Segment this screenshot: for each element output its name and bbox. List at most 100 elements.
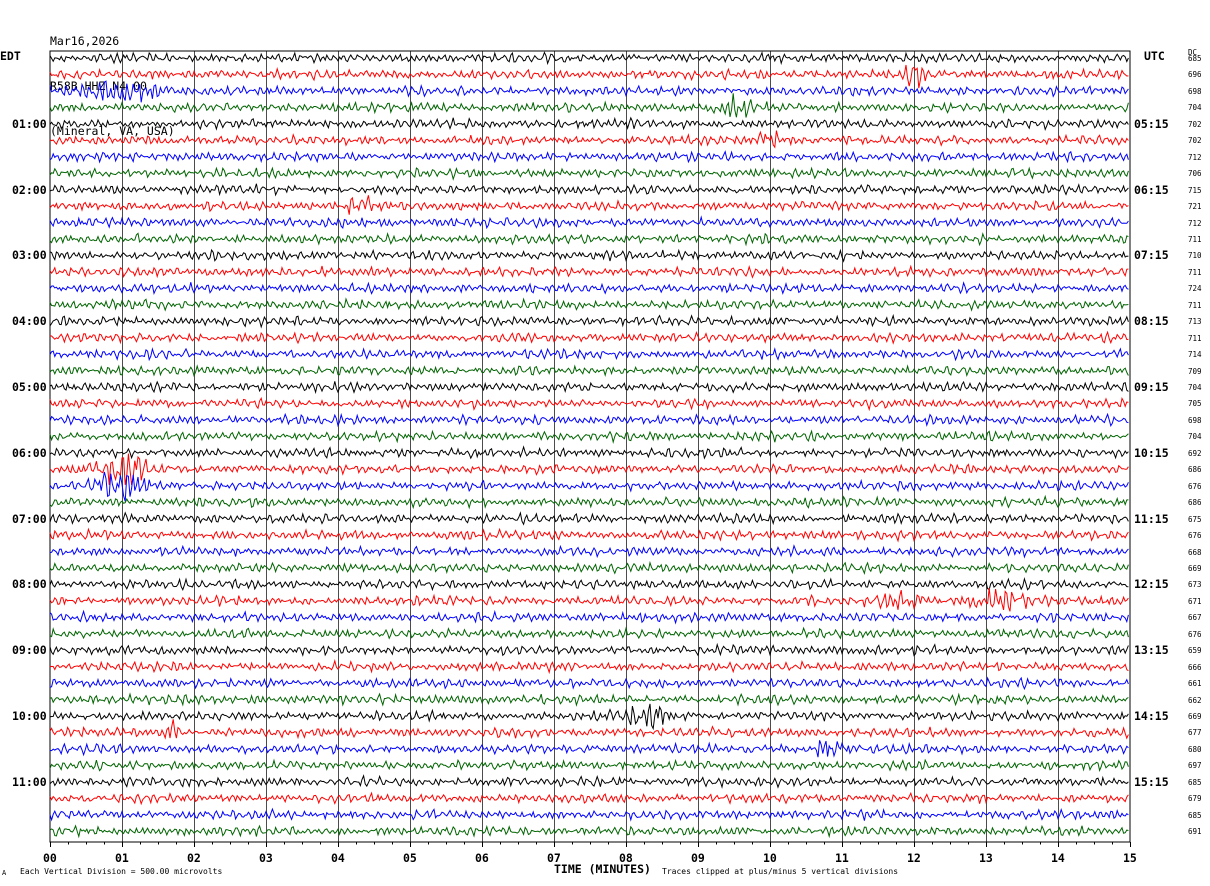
footer-mark: A <box>2 869 7 877</box>
seismic-trace-row-30 <box>49 527 1129 543</box>
dc-offset-value: 697 <box>1188 761 1202 771</box>
x-tick-label: 15 <box>1123 851 1137 865</box>
left-hour-label: 02:00 <box>12 182 47 197</box>
seismic-trace-row-20 <box>49 364 1129 378</box>
dc-offset-value: 667 <box>1188 613 1202 623</box>
x-tick-label: 13 <box>979 851 993 865</box>
dc-offset-value: 680 <box>1188 744 1202 754</box>
dc-offset-value: 698 <box>1188 86 1202 96</box>
left-hour-label: 01:00 <box>12 116 47 131</box>
seismic-trace-row-23 <box>49 412 1129 428</box>
right-hour-label: 15:15 <box>1134 774 1169 789</box>
seismic-trace-row-10 <box>49 195 1129 215</box>
dc-offset-value: 704 <box>1188 432 1202 442</box>
left-timezone-label: EDT <box>0 49 21 63</box>
dc-offset-value: 677 <box>1188 728 1202 738</box>
seismic-trace-row-2 <box>49 64 1129 89</box>
left-hour-label: 11:00 <box>12 774 47 789</box>
dc-offset-value: 696 <box>1188 70 1202 80</box>
dc-offset-value: 669 <box>1188 563 1202 573</box>
left-hour-label: 07:00 <box>12 511 47 526</box>
dc-offset-value: 704 <box>1188 103 1202 113</box>
dc-offset-value: 705 <box>1188 399 1202 409</box>
left-hour-label: 04:00 <box>12 314 47 329</box>
left-hour-label: 03:00 <box>12 248 47 263</box>
seismic-trace-row-39 <box>49 676 1129 691</box>
seismic-trace-row-37 <box>49 642 1129 657</box>
dc-offset-value: 676 <box>1188 531 1202 541</box>
seismic-trace-row-12 <box>49 232 1129 247</box>
dc-offset-value: 686 <box>1188 498 1202 508</box>
seismic-trace-row-21 <box>49 380 1129 395</box>
seismic-trace-row-8 <box>49 166 1129 181</box>
seismic-trace-row-9 <box>49 183 1129 197</box>
dc-offset-value: 712 <box>1188 152 1202 162</box>
dc-offset-value: 691 <box>1188 827 1202 837</box>
seismic-trace-row-41 <box>49 703 1129 731</box>
dc-offset-value: 704 <box>1188 383 1202 392</box>
dc-offset-value: 709 <box>1188 366 1202 376</box>
seismic-trace-row-36 <box>49 626 1129 640</box>
right-hour-label: 06:15 <box>1134 182 1169 197</box>
right-hour-label: 09:15 <box>1134 380 1169 394</box>
header-location: (Mineral, VA, USA) <box>50 124 175 138</box>
seismic-trace-row-25 <box>49 445 1129 460</box>
dc-offset-value: 685 <box>1188 54 1202 63</box>
seismic-trace-row-18 <box>49 330 1129 345</box>
left-hour-label: 05:00 <box>12 380 47 394</box>
left-hour-label: 10:00 <box>12 709 47 723</box>
seismic-trace-row-5 <box>49 116 1129 131</box>
dc-offset-value: 711 <box>1188 234 1202 244</box>
seismic-trace-row-24 <box>49 429 1129 444</box>
dc-offset-value: 676 <box>1188 481 1202 491</box>
clip-note: Traces clipped at plus/minus 5 vertical … <box>662 867 899 876</box>
seismic-trace-row-22 <box>49 396 1129 412</box>
dc-offset-value: 714 <box>1188 350 1202 360</box>
dc-offset-value: 711 <box>1188 267 1202 277</box>
seismic-trace-row-26 <box>49 453 1129 486</box>
x-tick-label: 10 <box>763 851 777 865</box>
dc-offset-value: 711 <box>1188 333 1202 343</box>
dc-offset-value: 668 <box>1188 547 1202 557</box>
seismic-trace-row-13 <box>49 248 1129 263</box>
x-tick-label: 01 <box>115 851 129 865</box>
right-hour-label: 07:15 <box>1134 248 1169 263</box>
seismic-trace-row-27 <box>49 471 1129 502</box>
seismic-trace-row-6 <box>49 130 1129 149</box>
seismic-trace-row-45 <box>49 774 1129 789</box>
seismic-trace-row-48 <box>49 824 1129 839</box>
seismic-trace-row-34 <box>49 587 1129 612</box>
dc-offset-value: 724 <box>1188 284 1202 294</box>
right-hour-label: 14:15 <box>1134 709 1169 723</box>
x-tick-label: 02 <box>187 851 201 865</box>
right-hour-label: 08:15 <box>1134 314 1169 329</box>
left-hour-label: 08:00 <box>12 577 47 592</box>
x-axis-label: TIME (MINUTES) <box>554 862 651 876</box>
seismic-trace-row-14 <box>49 264 1129 279</box>
x-tick-label: 07 <box>547 851 561 865</box>
dc-offset-value: 659 <box>1188 646 1202 656</box>
plot-frame <box>49 50 1131 843</box>
x-tick-label: 14 <box>1051 851 1065 865</box>
x-tick-label: 11 <box>835 851 849 865</box>
dc-offset-value: 671 <box>1188 596 1202 606</box>
seismic-trace-row-46 <box>49 791 1129 806</box>
header-date: Mar16,2026 <box>50 34 120 48</box>
seismic-trace-row-19 <box>49 347 1129 362</box>
x-tick-label: 08 <box>619 851 633 865</box>
dc-offset-value: 692 <box>1188 448 1202 458</box>
dc-offset-value: 685 <box>1188 777 1202 787</box>
dc-offset-header: DC <box>1188 48 1198 57</box>
left-hour-label: 06:00 <box>12 445 47 460</box>
seismic-trace-row-3 <box>49 80 1129 103</box>
dc-offset-value: 686 <box>1188 465 1202 475</box>
left-hour-label: 09:00 <box>12 643 47 658</box>
dc-offset-value: 666 <box>1188 662 1202 672</box>
right-timezone-label: UTC <box>1144 49 1165 63</box>
seismic-trace-row-16 <box>49 297 1129 312</box>
dc-offset-value: 702 <box>1188 119 1202 129</box>
seismic-trace-row-44 <box>49 758 1129 773</box>
dc-offset-value: 713 <box>1188 317 1202 327</box>
seismic-trace-row-4 <box>49 93 1129 118</box>
